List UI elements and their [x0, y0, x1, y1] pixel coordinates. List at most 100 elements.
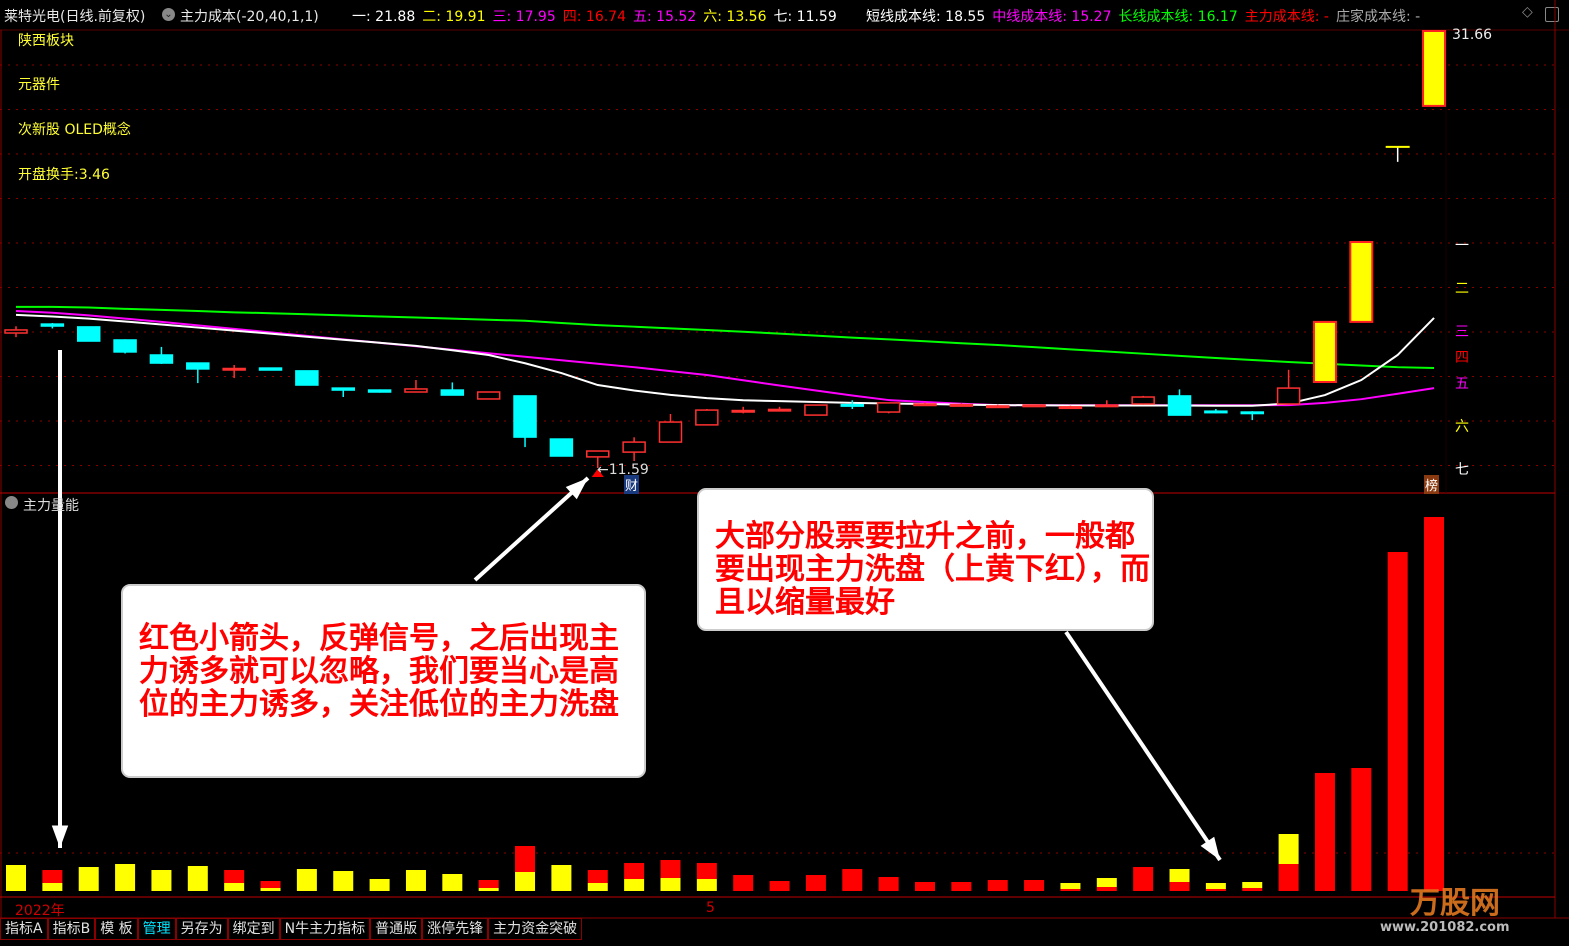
candle-body: [767, 408, 792, 412]
rebound-signal-icon: [591, 469, 604, 477]
volume-bar-segment: [224, 870, 245, 883]
annotation-arrow-3-head: [1200, 836, 1220, 860]
cost-line-value-2: 长线成本线: 16.17: [1118, 9, 1238, 25]
candle-body: [985, 405, 1010, 409]
candle-body: [1167, 395, 1192, 416]
candle-body: [1276, 387, 1301, 405]
tab-8[interactable]: 涨停先锋: [422, 918, 489, 940]
tab-6[interactable]: N牛主力指标: [279, 918, 371, 940]
chevron-down-icon[interactable]: [5, 496, 18, 509]
volume-bar-segment: [1169, 869, 1190, 882]
axis-level-0: 一: [1455, 237, 1469, 254]
level-value-0: 一: 21.88: [352, 9, 416, 25]
chevron-down-icon[interactable]: ⌄: [162, 8, 175, 21]
tab-0[interactable]: 指标A: [0, 918, 48, 940]
volume-bar-segment: [42, 883, 63, 891]
volume-bar-segment: [1096, 887, 1117, 891]
candle-body: [258, 367, 283, 371]
candle-body: [586, 450, 610, 458]
tab-7[interactable]: 普通版: [370, 918, 423, 940]
volume-bar-segment: [478, 880, 499, 888]
panel-toggle-icon[interactable]: [1545, 7, 1559, 22]
indicator-tab-bar: 指标A 指标B 模 板管理 另存为 绑定到 N牛主力指标 普通版 涨停先锋 主力资金突破: [0, 918, 583, 940]
candle-body: [1022, 404, 1046, 408]
tab-5[interactable]: 绑定到: [227, 918, 280, 940]
tab-9[interactable]: 主力资金突破: [488, 918, 583, 940]
cost-line-value-3: 主力成本线: -: [1244, 9, 1329, 25]
tab-1[interactable]: 指标B: [47, 918, 96, 940]
volume-bar-segment: [151, 870, 172, 891]
volume-bar-segment: [878, 877, 899, 891]
tab-4[interactable]: 另存为: [175, 918, 228, 940]
stock-title: 莱特光电(日线.前复权): [4, 9, 146, 25]
candle-body: [404, 388, 428, 393]
volume-bar-segment: [442, 874, 463, 891]
volume-bar-segment: [260, 881, 281, 888]
volume-bar-segment: [78, 867, 99, 891]
volume-bar-segment: [478, 888, 499, 891]
rank-badge[interactable]: 榜: [1424, 475, 1440, 494]
volume-bar-segment: [1169, 882, 1190, 891]
volume-bar-segment: [515, 846, 536, 872]
candle-body: [186, 362, 210, 370]
candle-body: [949, 403, 974, 407]
candle-body: [658, 421, 683, 443]
volume-bar-segment: [1278, 834, 1299, 864]
volume-bar-segment: [405, 870, 426, 891]
volume-bar-segment: [187, 866, 208, 891]
volume-bar-segment: [660, 878, 681, 891]
candle-body: [4, 329, 28, 334]
volume-bar-segment: [1096, 878, 1117, 887]
volume-bar-segment: [551, 865, 572, 891]
level-value-3: 四: 16.74: [562, 9, 626, 25]
candle-body: [1422, 30, 1447, 107]
low-price-label: ←11.59: [597, 462, 649, 478]
candle-body: [40, 323, 65, 327]
volume-bar-segment: [805, 875, 826, 891]
candle-body: [695, 409, 719, 426]
annotation-left: 红色小箭头，反弹信号，之后出现主力诱多就可以忽略，我们要当心是高位的主力诱多，关…: [121, 584, 646, 778]
cost-line-0: [16, 305, 1435, 370]
candle-body: [222, 367, 246, 371]
time-axis-month: 5: [706, 900, 715, 916]
candle-body: [331, 387, 355, 391]
diamond-icon[interactable]: ◇: [1522, 4, 1533, 20]
candle-body: [1349, 240, 1374, 323]
candle-body: [913, 403, 937, 407]
candle-body: [840, 403, 865, 407]
volume-bar-segment: [1351, 768, 1372, 891]
candle-body: [76, 326, 101, 342]
volume-bar-segment: [696, 863, 717, 879]
candle-body: [549, 438, 574, 457]
turnover-label: 开盘换手:3.46: [18, 167, 110, 183]
axis-level-2: 三: [1455, 323, 1469, 340]
candle-body: [476, 391, 501, 400]
axis-level-1: 二: [1455, 280, 1469, 297]
volume-bar-segment: [1278, 864, 1299, 891]
level-value-1: 二: 19.91: [422, 9, 486, 25]
volume-bar-segment: [624, 863, 645, 879]
volume-bar-segment: [115, 864, 136, 891]
sector-label: 陕西板块: [18, 33, 74, 49]
cost-line-value-1: 中线成本线: 15.27: [992, 9, 1112, 25]
level-value-4: 五: 15.52: [633, 9, 697, 25]
volume-bar-segment: [769, 881, 790, 891]
finance-badge[interactable]: 财: [624, 475, 640, 494]
level-value-6: 七: 11.59: [773, 9, 837, 25]
tab-2[interactable]: 模 板: [95, 918, 138, 940]
volume-bar-segment: [624, 879, 645, 891]
volume-bar-segment: [951, 882, 972, 891]
high-price-label: 31.66: [1452, 27, 1493, 43]
volume-bar-segment: [260, 888, 281, 891]
time-axis-year: 2022年: [15, 903, 65, 919]
candle-body: [804, 404, 828, 416]
candle-body: [1058, 406, 1083, 410]
volume-bar-segment: [1133, 867, 1154, 891]
candle-body: [513, 395, 537, 438]
tab-3[interactable]: 管理: [137, 918, 176, 940]
annotation-arrow-1-head: [51, 825, 69, 848]
candle-body: [731, 409, 755, 413]
candle-body: [367, 389, 392, 393]
candle-body: [440, 389, 465, 396]
